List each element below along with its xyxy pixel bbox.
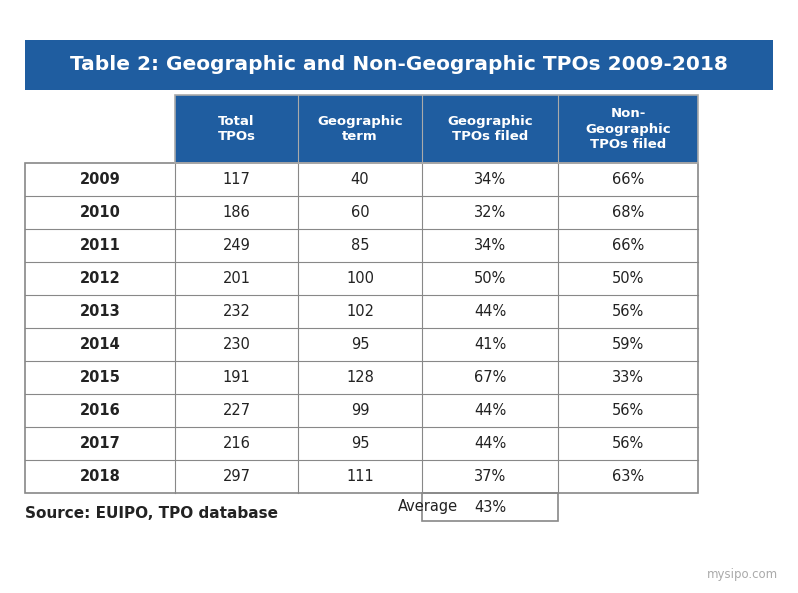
Text: 34%: 34% xyxy=(474,238,506,253)
Text: 201: 201 xyxy=(223,271,251,286)
Text: 95: 95 xyxy=(351,337,369,352)
Text: 85: 85 xyxy=(351,238,369,253)
Text: 2016: 2016 xyxy=(80,403,120,418)
Text: 67%: 67% xyxy=(474,370,506,385)
Text: 66%: 66% xyxy=(612,172,644,187)
Text: 60: 60 xyxy=(350,205,369,220)
Text: 56%: 56% xyxy=(612,304,644,319)
Text: 191: 191 xyxy=(223,370,251,385)
Text: Table 2: Geographic and Non-Geographic TPOs 2009-2018: Table 2: Geographic and Non-Geographic T… xyxy=(70,56,728,75)
Text: 249: 249 xyxy=(223,238,251,253)
Text: 111: 111 xyxy=(346,469,374,484)
Text: 33%: 33% xyxy=(612,370,644,385)
Bar xyxy=(175,95,698,163)
Bar xyxy=(25,163,698,493)
Text: 297: 297 xyxy=(223,469,251,484)
Text: Geographic
TPOs filed: Geographic TPOs filed xyxy=(447,115,533,144)
Bar xyxy=(25,40,773,90)
Text: 40: 40 xyxy=(350,172,369,187)
Text: 34%: 34% xyxy=(474,172,506,187)
Text: 50%: 50% xyxy=(612,271,644,286)
Text: 43%: 43% xyxy=(474,499,506,515)
Text: 2009: 2009 xyxy=(80,172,120,187)
Text: 95: 95 xyxy=(351,436,369,451)
Text: 117: 117 xyxy=(223,172,251,187)
Text: 66%: 66% xyxy=(612,238,644,253)
Text: 68%: 68% xyxy=(612,205,644,220)
Text: Average: Average xyxy=(398,499,458,515)
Text: 99: 99 xyxy=(351,403,369,418)
Text: 2018: 2018 xyxy=(80,469,120,484)
Text: 44%: 44% xyxy=(474,304,506,319)
Text: mysipo.com: mysipo.com xyxy=(707,568,778,581)
Text: 2012: 2012 xyxy=(80,271,120,286)
Text: 102: 102 xyxy=(346,304,374,319)
Text: 2010: 2010 xyxy=(80,205,120,220)
Text: 232: 232 xyxy=(223,304,251,319)
Text: Geographic
term: Geographic term xyxy=(317,115,403,144)
Text: 128: 128 xyxy=(346,370,374,385)
Text: 56%: 56% xyxy=(612,436,644,451)
Text: 2015: 2015 xyxy=(80,370,120,385)
Text: 44%: 44% xyxy=(474,403,506,418)
Text: 227: 227 xyxy=(223,403,251,418)
Text: 44%: 44% xyxy=(474,436,506,451)
Text: 2014: 2014 xyxy=(80,337,120,352)
Text: 41%: 41% xyxy=(474,337,506,352)
Text: 2013: 2013 xyxy=(80,304,120,319)
Text: 2011: 2011 xyxy=(80,238,120,253)
Bar xyxy=(175,95,698,163)
Text: Non-
Geographic
TPOs filed: Non- Geographic TPOs filed xyxy=(585,107,671,151)
Text: 2017: 2017 xyxy=(80,436,120,451)
Text: 56%: 56% xyxy=(612,403,644,418)
Text: 100: 100 xyxy=(346,271,374,286)
Text: 216: 216 xyxy=(223,436,251,451)
Text: 63%: 63% xyxy=(612,469,644,484)
Text: 37%: 37% xyxy=(474,469,506,484)
Text: Total
TPOs: Total TPOs xyxy=(218,115,255,144)
Bar xyxy=(422,493,558,521)
Text: 50%: 50% xyxy=(474,271,506,286)
Text: Source: EUIPO, TPO database: Source: EUIPO, TPO database xyxy=(25,506,278,521)
Text: 186: 186 xyxy=(223,205,251,220)
Text: 59%: 59% xyxy=(612,337,644,352)
Bar xyxy=(25,163,698,493)
Text: 230: 230 xyxy=(223,337,251,352)
Text: 32%: 32% xyxy=(474,205,506,220)
